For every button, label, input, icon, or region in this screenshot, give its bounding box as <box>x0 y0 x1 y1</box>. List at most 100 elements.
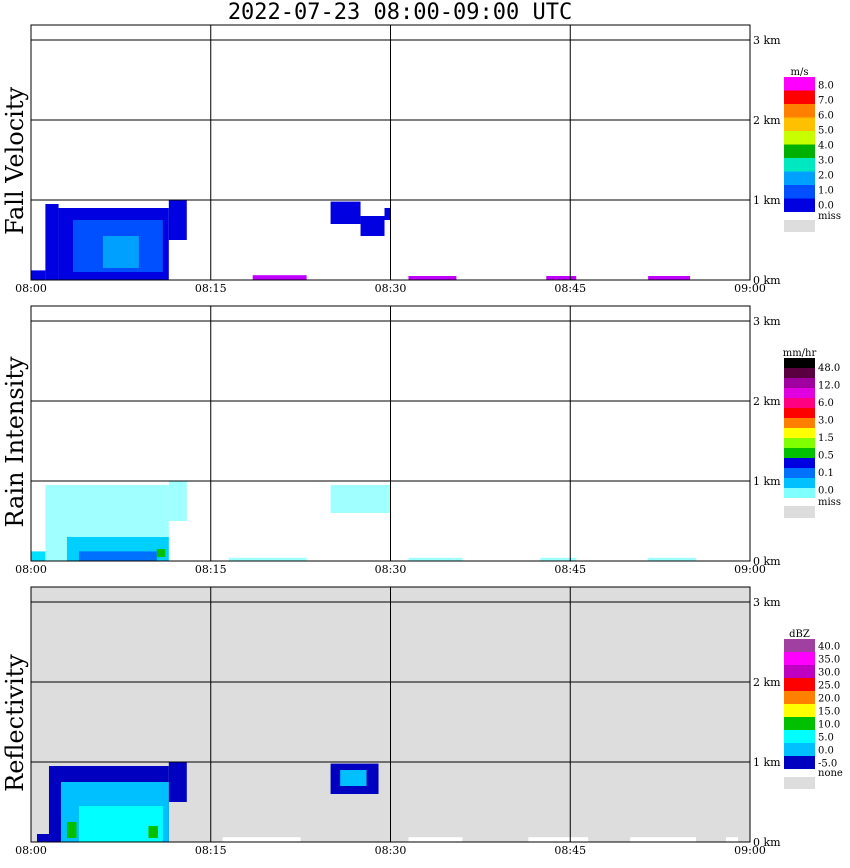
panel-1-colorbar-swatch-6 <box>784 418 815 428</box>
panel-0-echo-9 <box>252 275 307 280</box>
panel-0-colorbar-unit: m/s <box>791 67 809 78</box>
panel-2-miss-swatch <box>784 777 815 789</box>
panel-1-colorbar-label-1: 12.0 <box>818 380 840 391</box>
panel-2-colorbar-label-5: 15.0 <box>818 707 840 718</box>
panel-2-xtick-4: 09:00 <box>734 844 766 857</box>
panel-0-echo-6 <box>330 201 361 224</box>
panel-0-colorbar-label-2: 6.0 <box>818 111 834 122</box>
panel-2-colorbar-swatch-0 <box>784 639 815 652</box>
panel-0-xtick-4: 09:00 <box>734 282 766 295</box>
panel-1-colorbar-swatch-13 <box>784 488 815 498</box>
panel-1-ytick-2: 2 km <box>753 395 781 408</box>
panel-1-colorbar-label-4: 1.5 <box>818 433 834 444</box>
panel-1-echo-7 <box>228 557 307 561</box>
panel-1-xtick-2: 08:30 <box>375 563 407 576</box>
panel-2-xtick-2: 08:30 <box>375 844 407 857</box>
panel-0-colorbar-swatch-6 <box>784 158 815 172</box>
panel-0-colorbar-label-0: 8.0 <box>818 81 834 92</box>
panel-1-colorbar-label-7: 0.0 <box>818 485 834 496</box>
panel-0-colorbar-label-4: 4.0 <box>818 141 834 152</box>
panel-1-colorbar-swatch-7 <box>784 428 815 438</box>
panel-1-colorbar-swatch-0 <box>784 358 815 368</box>
panel-1-colorbar-label-2: 6.0 <box>818 398 834 409</box>
panel-1-ytick-3: 3 km <box>753 315 781 328</box>
panel-2-colorbar-swatch-6 <box>784 717 815 730</box>
panel-2-colorbar-label-2: 30.0 <box>818 668 840 679</box>
panel-0-ytick-2: 2 km <box>753 114 781 127</box>
panel-2-colorbar-swatch-8 <box>784 743 815 756</box>
panel-0-frame <box>30 24 751 281</box>
panel-0-ytick-3: 3 km <box>753 34 781 47</box>
panel-2-echo-0 <box>36 834 49 842</box>
panel-0-echo-1 <box>45 204 59 280</box>
panel-2-xtick-1: 08:15 <box>195 844 227 857</box>
panel-0-xtick-0: 08:00 <box>15 282 47 295</box>
figure-title: 2022-07-23 08:00-09:00 UTC <box>227 0 573 25</box>
panel-1-colorbar-swatch-4 <box>784 398 815 408</box>
panel-2-echo-9 <box>222 837 301 842</box>
panel-2-ytick-2: 2 km <box>753 676 781 689</box>
panel-0-xtick-3: 08:45 <box>554 282 586 295</box>
panel-0-ytick-0: 0 km <box>753 274 781 287</box>
panel-0-echo-3 <box>168 200 187 240</box>
panel-2-colorbar-swatch-9 <box>784 756 815 769</box>
panel-0-colorbar-label-5: 3.0 <box>818 156 834 167</box>
panel-1-echo-4 <box>78 551 157 561</box>
panel-0-colorbar-label-8: 0.0 <box>818 201 834 212</box>
panel-0-colorbar-swatch-9 <box>784 198 815 212</box>
panel-0-echo-7 <box>360 216 385 236</box>
panel-0-echo-0 <box>31 270 46 280</box>
panel-2-colorbar-swatch-4 <box>784 691 815 704</box>
panel-1-frame <box>30 305 751 562</box>
panel-0-echo-8 <box>384 208 391 220</box>
panel-0-xtick-2: 08:30 <box>375 282 407 295</box>
panel-0-colorbar-swatch-2 <box>784 104 815 118</box>
panel-2-echo-13 <box>726 837 739 842</box>
panel-2-colorbar-label-7: 5.0 <box>818 733 834 744</box>
panel-2-frame <box>30 586 751 843</box>
panel-1-ytick-1: 1 km <box>753 475 781 488</box>
panel-1-colorbar-swatch-8 <box>784 438 815 448</box>
panel-1-colorbar-swatch-5 <box>784 408 815 418</box>
panel-2-colorbar-label-0: 40.0 <box>818 642 840 653</box>
panel-2-colorbar-unit: dBZ <box>789 629 810 640</box>
panel-0-colorbar-swatch-0 <box>784 77 815 91</box>
panel-2-colorbar-swatch-7 <box>784 730 815 743</box>
panel-0-colorbar-label-7: 1.0 <box>818 186 834 197</box>
panel-1-colorbar-label-6: 0.1 <box>818 468 834 479</box>
panel-0-echo-10 <box>408 276 457 280</box>
panel-2-colorbar-swatch-2 <box>784 665 815 678</box>
panel-1-colorbar-swatch-10 <box>784 458 815 468</box>
panel-1-colorbar-swatch-3 <box>784 388 815 398</box>
panel-0-colorbar-swatch-7 <box>784 171 815 185</box>
panel-0-colorbar-label-3: 5.0 <box>818 126 834 137</box>
panel-0-miss-label: miss <box>818 211 841 222</box>
panel-1-echo-6 <box>330 485 391 513</box>
panel-1-colorbar-swatch-9 <box>784 448 815 458</box>
panel-2-colorbar-label-4: 20.0 <box>818 694 840 705</box>
panel-2-colorbar-swatch-5 <box>784 704 815 717</box>
panel-1-echo-10 <box>648 557 697 561</box>
panel-2-xtick-3: 08:45 <box>554 844 586 857</box>
panel-2-miss-label: none <box>818 768 843 779</box>
panel-1-echo-0 <box>31 551 46 561</box>
panel-2-echo-8 <box>340 770 367 786</box>
panel-2-ytick-3: 3 km <box>753 596 781 609</box>
panel-1-xtick-4: 09:00 <box>734 563 766 576</box>
panel-0-colorbar-swatch-1 <box>784 90 815 104</box>
panel-0-colorbar-label-1: 7.0 <box>818 96 834 107</box>
panel-0-ytick-1: 1 km <box>753 194 781 207</box>
panel-2-colorbar-label-3: 25.0 <box>818 681 840 692</box>
panel-0-miss-swatch <box>784 220 815 232</box>
panel-2-echo-5 <box>66 822 77 838</box>
panel-2-echo-12 <box>630 837 697 842</box>
panel-1-colorbar-label-0: 48.0 <box>818 363 840 374</box>
panel-1-colorbar-label-5: 0.5 <box>818 450 834 461</box>
panel-2-echo-2 <box>168 762 187 802</box>
panel-1-colorbar-swatch-2 <box>784 378 815 388</box>
panel-2-colorbar-label-6: 10.0 <box>818 720 840 731</box>
panel-1-colorbar-swatch-11 <box>784 468 815 478</box>
panel-1-xtick-0: 08:00 <box>15 563 47 576</box>
panel-1-echo-5 <box>156 549 166 557</box>
